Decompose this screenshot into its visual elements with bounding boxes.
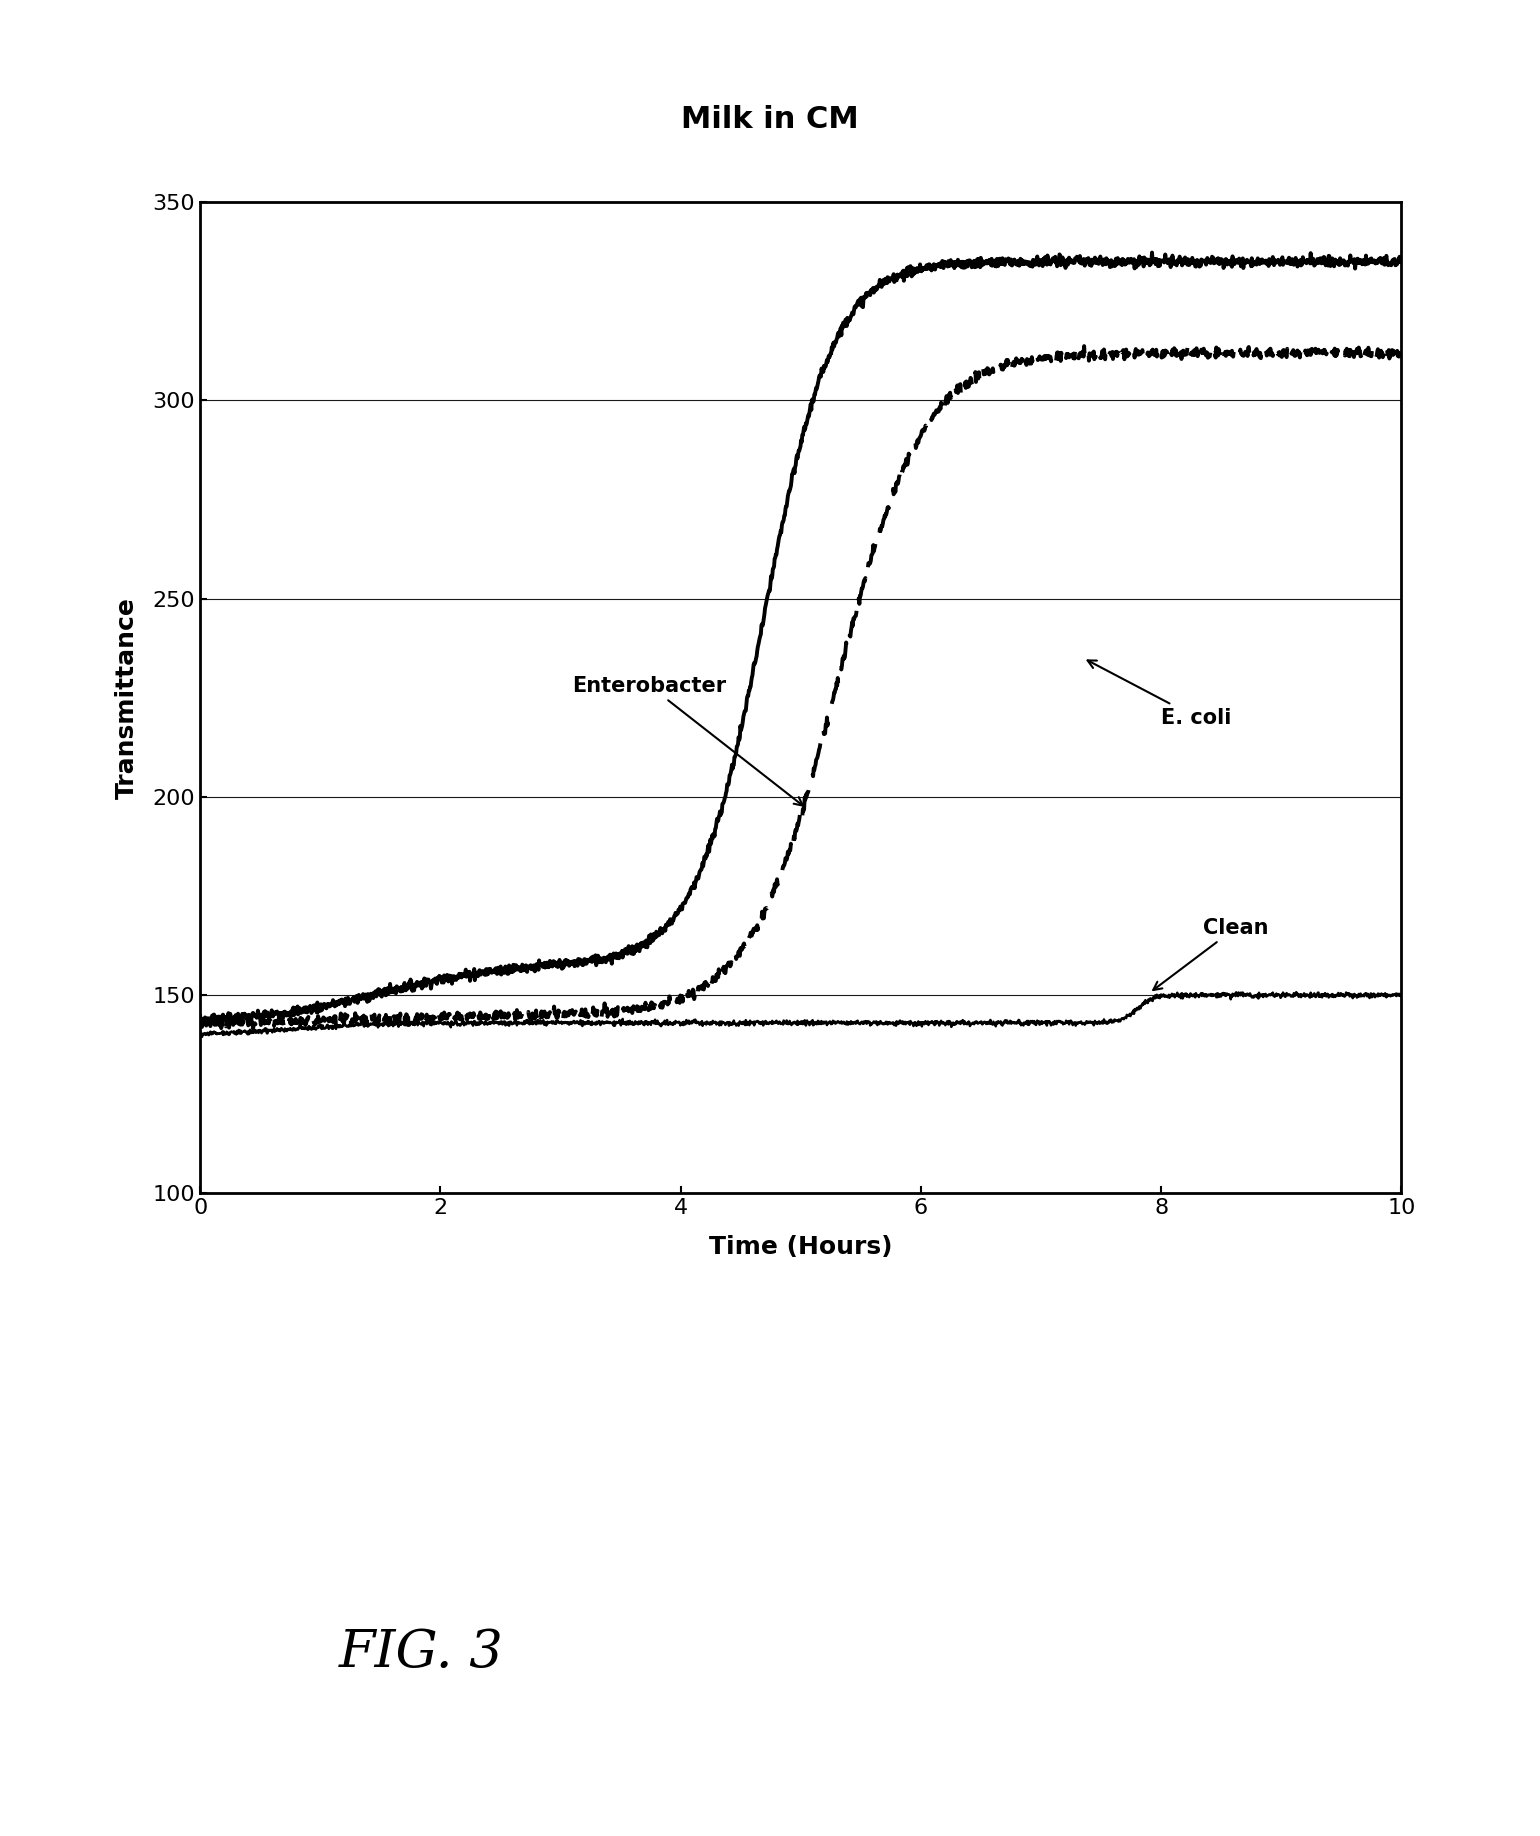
Text: FIG. 3: FIG. 3 [339,1627,504,1678]
Y-axis label: Transmittance: Transmittance [116,597,139,799]
Text: E. coli: E. coli [1087,661,1232,727]
Text: Enterobacter: Enterobacter [573,676,802,806]
Text: Milk in CM: Milk in CM [681,105,859,134]
X-axis label: Time (Hours): Time (Hours) [708,1236,893,1259]
Text: Clean: Clean [1153,918,1269,990]
